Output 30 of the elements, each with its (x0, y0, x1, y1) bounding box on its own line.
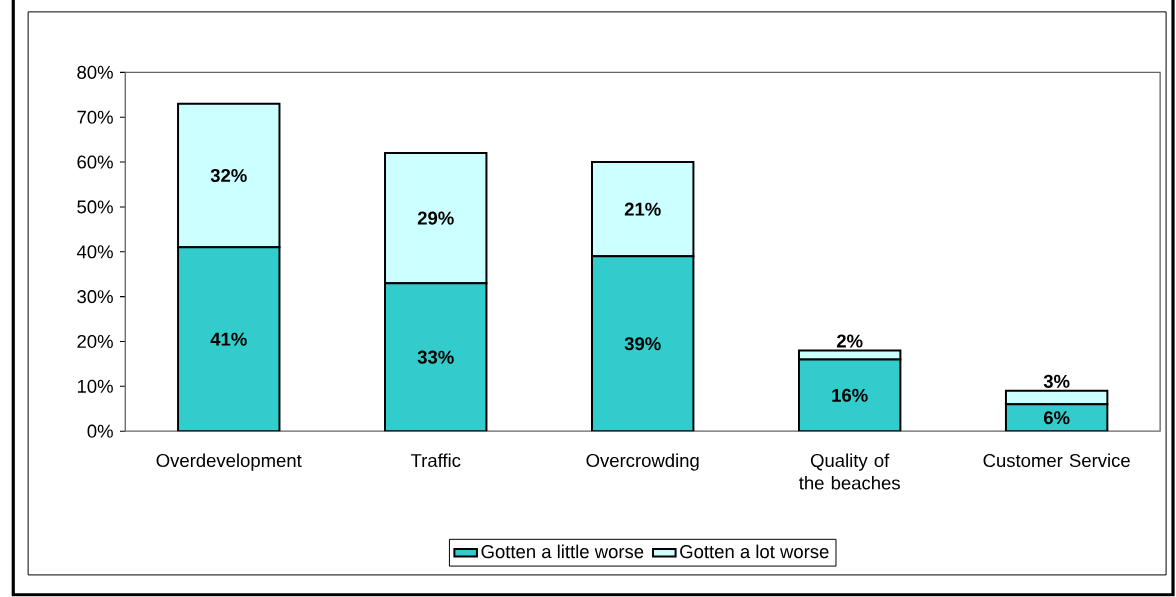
y-tick-label: 50% (77, 200, 113, 214)
x-tick-label: Quality of the beaches (799, 453, 900, 490)
y-tick-label: 40% (76, 245, 113, 259)
data-label: 2% (836, 334, 863, 348)
data-label: 6% (1043, 411, 1070, 425)
x-tick-label: Traffic (410, 453, 461, 468)
data-label: 3% (1043, 374, 1070, 389)
bar (797, 358, 902, 432)
x-tick-label: Overdevelopment (156, 453, 302, 471)
y-tick-label: 60% (77, 155, 113, 169)
y-tick-label: 70% (77, 110, 113, 124)
x-tick-label: Overcrowding (586, 453, 699, 471)
bar (177, 246, 281, 432)
bar (591, 255, 695, 432)
data-label: 41% (210, 332, 247, 346)
data-label: 16% (832, 388, 868, 402)
y-tick-label: 10% (77, 379, 113, 394)
y-tick-label: 20% (77, 335, 113, 349)
data-label: 39% (624, 337, 661, 351)
y-tick-label: 30% (77, 290, 113, 304)
data-label: 32% (210, 169, 247, 183)
bar (384, 282, 488, 432)
y-tick-label: 0% (87, 424, 113, 438)
data-label: 29% (417, 211, 454, 225)
data-label: 21% (624, 202, 661, 216)
y-tick-label: 80% (77, 65, 113, 80)
x-tick-label: Customer Service (983, 453, 1130, 468)
data-label: 33% (417, 350, 454, 364)
legend-label: Gotten a lot worse (680, 544, 829, 559)
legend-label: Gotten a little worse (481, 544, 644, 559)
